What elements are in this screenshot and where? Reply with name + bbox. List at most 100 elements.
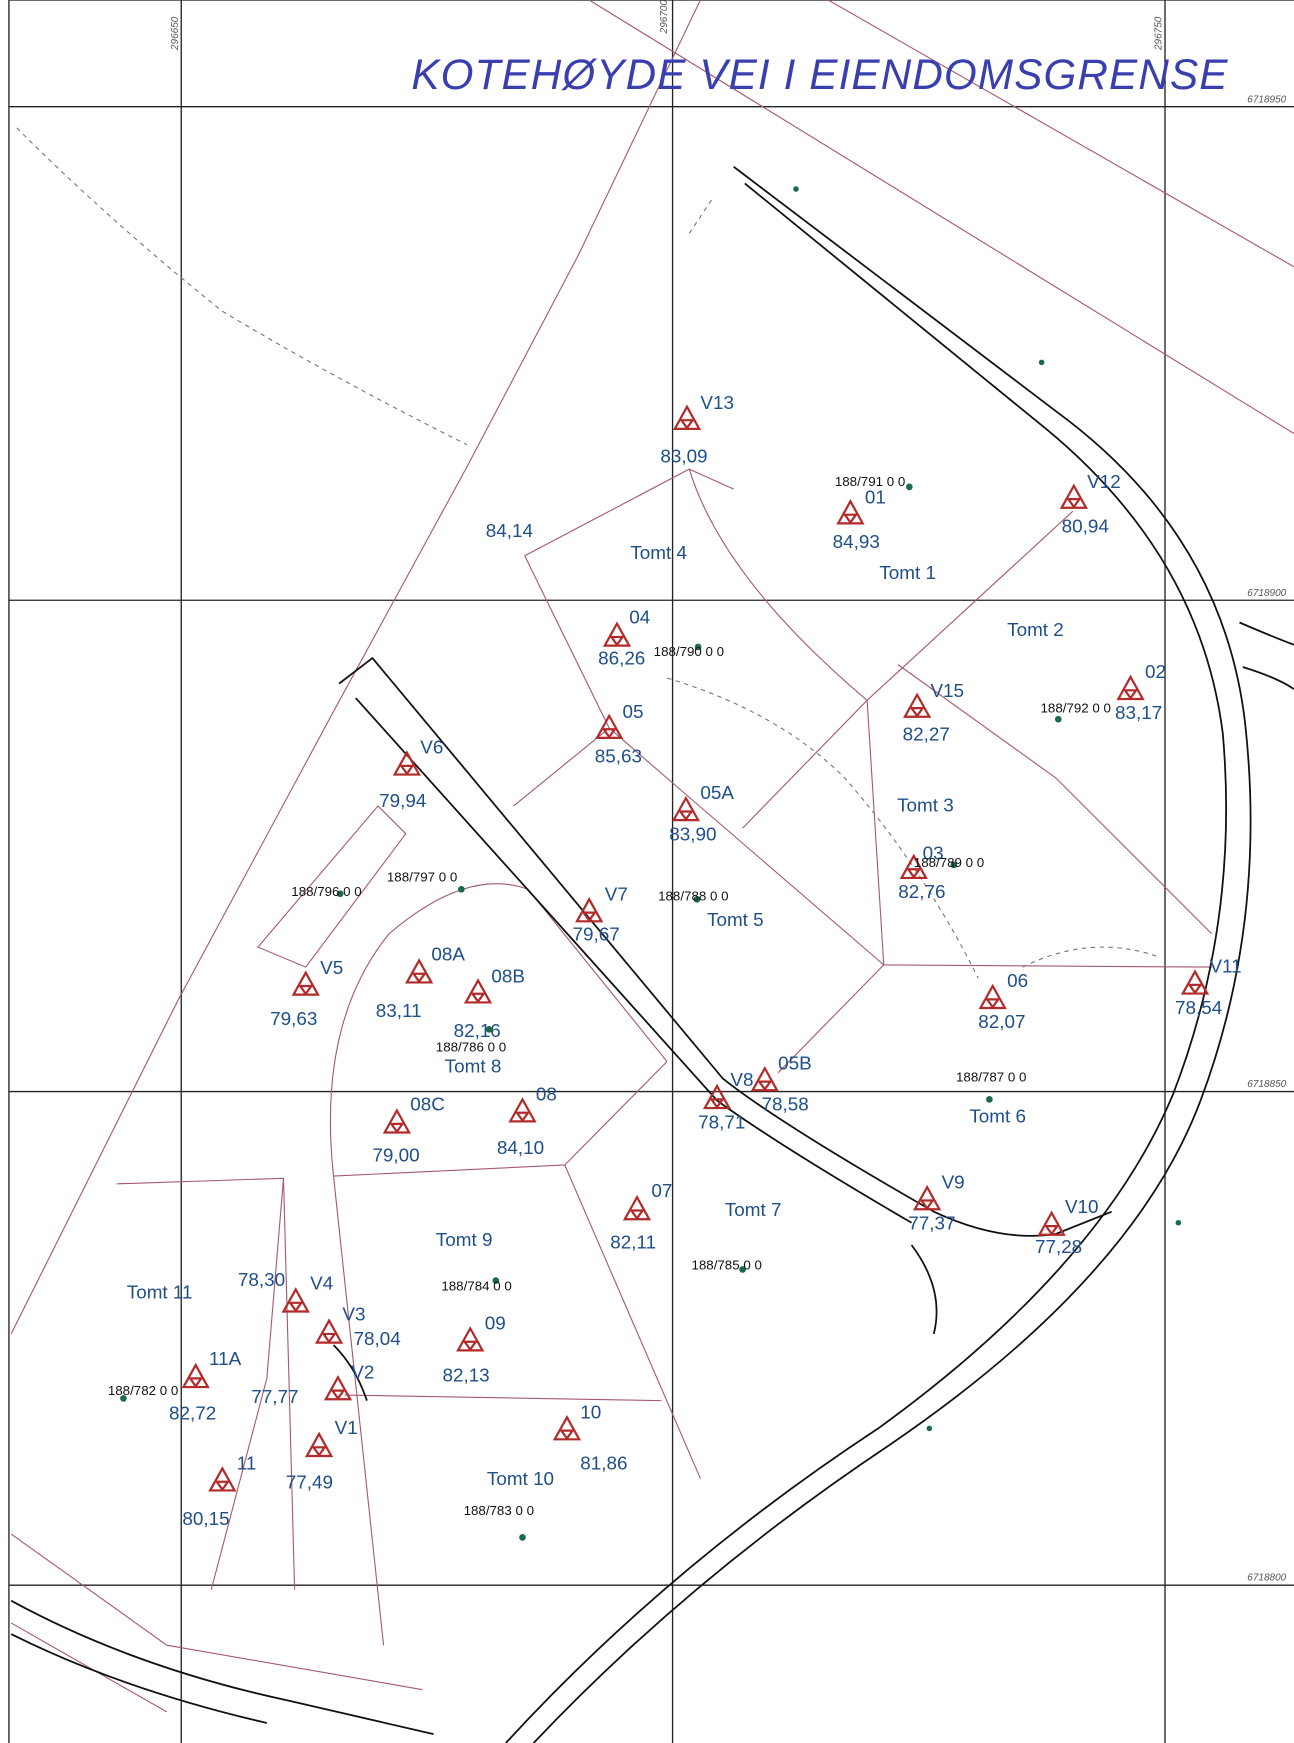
grid (8, 0, 1294, 1743)
plot-label: Tomt 10 (487, 1469, 554, 1490)
point-elevation: 79,94 (379, 791, 426, 812)
parcel-dot (519, 1534, 526, 1541)
plot-label: Tomt 8 (445, 1057, 502, 1078)
survey-marker-inner (411, 972, 427, 984)
grid-label: 296700 (659, 0, 670, 34)
point-elevation: 84,93 (833, 532, 880, 553)
plot-label: Tomt 4 (630, 543, 687, 564)
parcel-dot (1054, 715, 1062, 723)
labels: KOTEHØYDE VEI I EIENDOMSGRENSE 296650 29… (170, 0, 1287, 1584)
point-elevation: 77,28 (1035, 1237, 1082, 1258)
plot-label: Tomt 3 (897, 795, 954, 816)
point-id: V2 (351, 1362, 374, 1383)
survey-marker-inner (298, 984, 314, 996)
parcel-dot (693, 895, 701, 903)
point-id: V5 (320, 958, 343, 979)
point-id: 06 (1007, 971, 1028, 992)
parcel-dot (492, 1277, 500, 1284)
grid-label: 6718950 (1247, 94, 1286, 105)
point-elevation: 77,77 (251, 1387, 298, 1408)
survey-dot (926, 1425, 933, 1432)
point-elevation: 78,30 (238, 1270, 285, 1291)
survey-marker-inner (629, 1209, 645, 1221)
parcel-label: 188/783 0 0 (464, 1503, 534, 1518)
survey-marker-inner (679, 419, 695, 430)
point-elevation: 83,90 (669, 824, 716, 845)
point-id: V6 (420, 738, 443, 759)
survey-dot (1038, 359, 1045, 366)
survey-marker-inner (187, 1377, 204, 1389)
plot-label: Tomt 11 (127, 1282, 193, 1303)
survey-marker-inner (321, 1332, 337, 1344)
parcel-label: 188/789 0 0 (914, 855, 984, 870)
point-elevation: 78,58 (761, 1094, 808, 1115)
plot-label: Tomt 5 (707, 910, 764, 931)
point-id: V8 (730, 1070, 753, 1091)
survey-marker-inner (470, 992, 486, 1004)
survey-marker-inner (1187, 983, 1203, 995)
grid-label: 296650 (170, 16, 181, 51)
parcel-label: 188/782 0 0 (108, 1383, 178, 1398)
survey-marker-inner (601, 728, 617, 739)
point-elevation: 83,17 (1115, 703, 1162, 724)
survey-marker-inner (581, 911, 597, 923)
point-elevation: 83,11 (376, 1001, 422, 1022)
point-id: 08B (491, 967, 525, 988)
point-id: 09 (485, 1313, 506, 1334)
survey-marker-inner (1066, 498, 1082, 509)
point-elevation: 82,72 (169, 1404, 216, 1425)
survey-marker-inner (462, 1340, 478, 1352)
survey-marker-inner (984, 998, 1001, 1010)
grid-label: 6718900 (1247, 588, 1286, 599)
parcel-label: 188/797 0 0 (387, 870, 457, 885)
parcel-label: 188/787 0 0 (956, 1070, 1026, 1085)
point-id: 05A (700, 783, 734, 804)
point-elevation: 82,13 (442, 1366, 489, 1387)
spot-elevation: 84,14 (486, 521, 533, 542)
point-elevation: 78,04 (354, 1329, 401, 1350)
parcel-label: 188/788 0 0 (658, 888, 728, 903)
survey-marker-inner (906, 868, 922, 879)
point-id: 11A (209, 1349, 242, 1370)
grid-label: 6718850 (1247, 1079, 1286, 1090)
plot-label: Tomt 9 (436, 1230, 493, 1251)
property-boundaries (10, 0, 1294, 1713)
survey-marker-inner (842, 513, 859, 525)
point-id: V4 (310, 1273, 333, 1294)
point-elevation: 78,71 (698, 1112, 745, 1133)
point-id: 08C (410, 1094, 445, 1115)
point-elevation: 79,63 (270, 1009, 317, 1030)
survey-marker-inner (1122, 689, 1139, 701)
plot-label: Tomt 6 (969, 1107, 1026, 1128)
survey-marker-inner (214, 1480, 231, 1492)
point-elevation: 77,37 (908, 1213, 955, 1234)
parcel-dot (950, 861, 958, 869)
parcel-dot (458, 885, 465, 893)
point-elevation: 86,26 (598, 649, 645, 670)
point-elevation: 79,00 (372, 1146, 419, 1167)
plot-label: Tomt 7 (725, 1200, 782, 1221)
survey-marker-inner (559, 1429, 575, 1441)
point-elevation: 80,15 (182, 1509, 229, 1530)
parcel-label: 188/790 0 0 (654, 644, 724, 659)
point-elevation: 77,49 (286, 1472, 333, 1493)
point-elevation: 82,27 (903, 724, 950, 745)
survey-dot (1175, 1219, 1182, 1226)
survey-marker-inner (288, 1301, 304, 1313)
survey-marker-inner (399, 764, 415, 776)
point-id: V7 (605, 884, 628, 905)
plot-label: Tomt 1 (879, 563, 936, 584)
point-elevation: 80,94 (1062, 516, 1109, 537)
point-id: 07 (651, 1181, 672, 1202)
point-id: 10 (580, 1402, 601, 1423)
point-elevation: 79,67 (573, 924, 620, 945)
point-id: 05B (778, 1053, 812, 1074)
point-id: 08A (431, 944, 465, 965)
parcel-dot (485, 1026, 493, 1033)
parcel-label: 188/786 0 0 (436, 1040, 506, 1055)
point-id: 01 (865, 488, 886, 509)
parcel-label: 188/784 0 0 (441, 1279, 511, 1294)
title: KOTEHØYDE VEI I EIENDOMSGRENSE (411, 51, 1228, 98)
survey-marker-inner (514, 1111, 531, 1123)
